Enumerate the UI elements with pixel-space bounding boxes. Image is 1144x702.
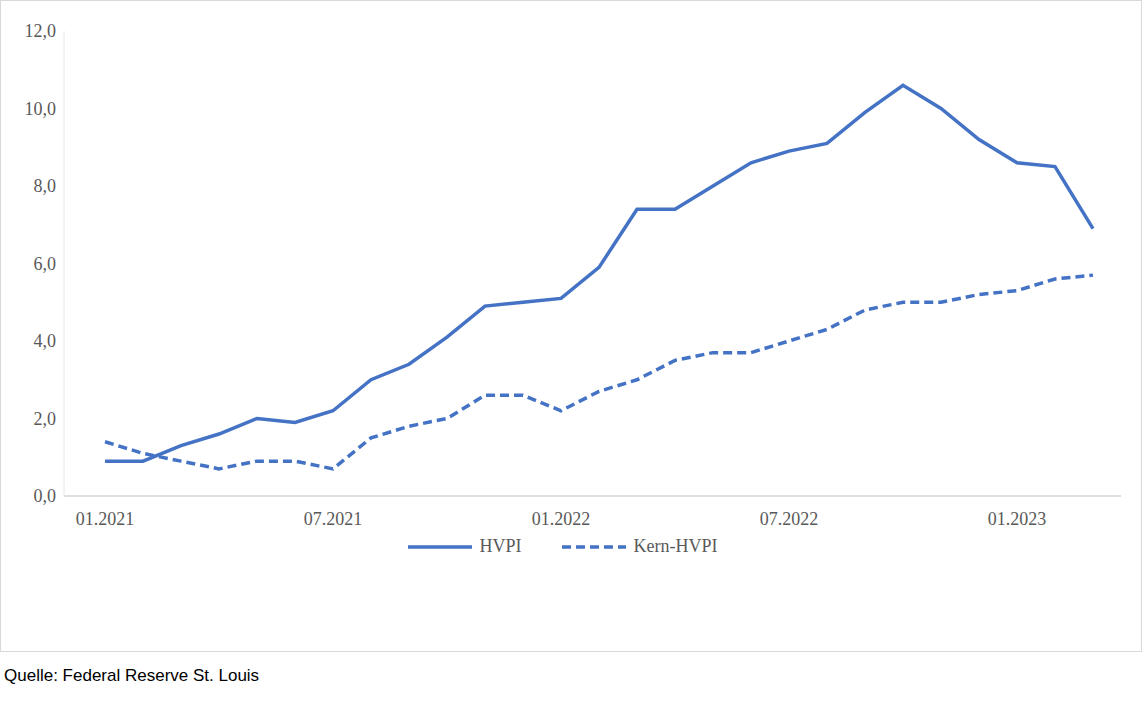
svg-text:8,0: 8,0 (34, 176, 57, 196)
svg-text:01.2022: 01.2022 (532, 509, 591, 529)
svg-text:07.2021: 07.2021 (304, 509, 363, 529)
svg-text:4,0: 4,0 (34, 331, 57, 351)
svg-text:01.2023: 01.2023 (988, 509, 1047, 529)
svg-text:07.2022: 07.2022 (760, 509, 819, 529)
html-text:Kern-HVPI: Kern-HVPI (633, 536, 718, 556)
html-text:HVPI: HVPI (479, 536, 522, 556)
svg-text:0,0: 0,0 (34, 486, 57, 506)
svg-text:12,0: 12,0 (25, 21, 57, 41)
svg-text:10,0: 10,0 (25, 99, 57, 119)
html-text:Quelle: Federal Reserve St. Lo: Quelle: Federal Reserve St. Louis (4, 666, 260, 685)
svg-text:01.2021: 01.2021 (76, 509, 135, 529)
svg-text:6,0: 6,0 (34, 254, 57, 274)
svg-text:2,0: 2,0 (34, 409, 57, 429)
